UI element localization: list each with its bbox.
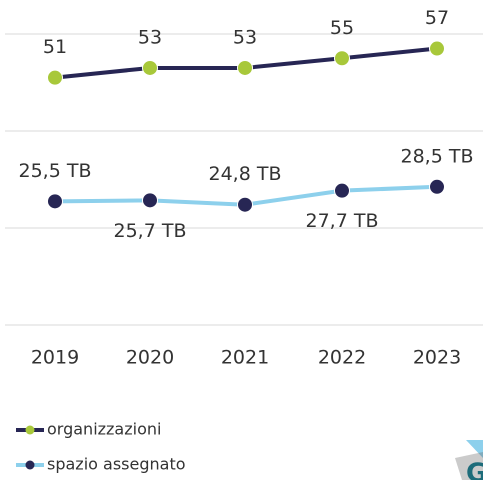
data-label: 51 xyxy=(43,36,67,58)
point xyxy=(429,40,445,57)
data-label: 57 xyxy=(425,7,449,29)
legend-label: organizzazioni xyxy=(47,420,161,439)
point xyxy=(142,59,158,76)
point xyxy=(47,193,63,210)
point xyxy=(429,178,445,195)
point xyxy=(334,182,350,199)
x-tick-label: 2019 xyxy=(31,347,79,369)
data-label: 55 xyxy=(330,17,354,39)
logo: G xyxy=(455,440,483,480)
data-label: 27,7 TB xyxy=(306,210,379,232)
x-tick-label: 2020 xyxy=(126,347,174,369)
point xyxy=(237,196,253,213)
x-tick-label: 2023 xyxy=(413,347,461,369)
point xyxy=(334,50,350,67)
legend-marker xyxy=(25,460,35,470)
data-label: 28,5 TB xyxy=(401,145,474,167)
point xyxy=(142,192,158,209)
data-label: 53 xyxy=(138,26,162,48)
svg-text:G: G xyxy=(466,459,483,480)
data-label: 53 xyxy=(233,26,257,48)
data-label: 25,5 TB xyxy=(19,160,92,182)
data-label: 25,7 TB xyxy=(114,220,187,242)
x-tick-label: 2021 xyxy=(221,347,269,369)
x-tick-label: 2022 xyxy=(318,347,366,369)
data-label: 24,8 TB xyxy=(209,163,282,185)
point xyxy=(237,59,253,76)
legend-marker xyxy=(25,425,35,435)
legend-label: spazio assegnato xyxy=(47,455,186,474)
point xyxy=(47,69,63,86)
